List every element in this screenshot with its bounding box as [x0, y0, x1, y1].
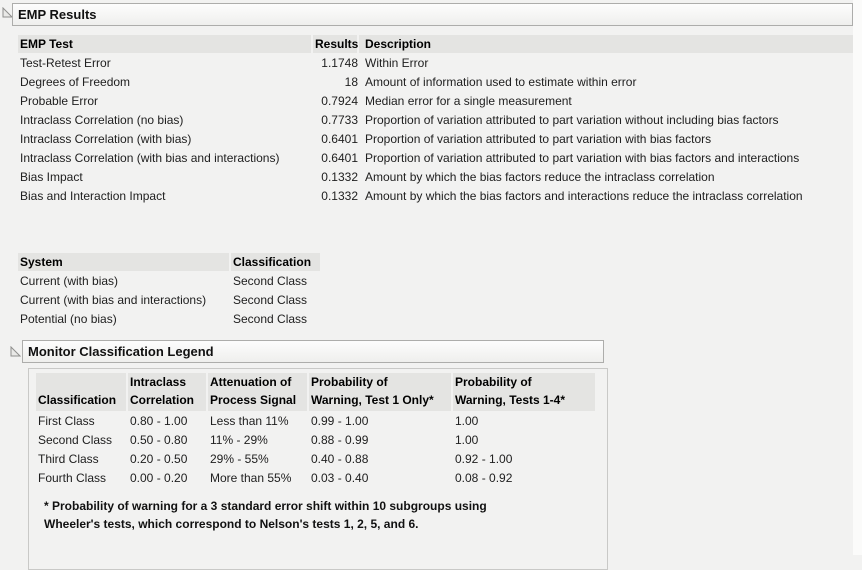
col-header-classification: Classification: [36, 373, 128, 411]
cell-classification: Second Class: [233, 292, 308, 307]
cell-classification: Second Class: [233, 273, 308, 288]
table-row: Current (with bias and interactions) Sec…: [18, 290, 320, 309]
right-gutter: [853, 0, 862, 555]
cell-test: Bias and Interaction Impact: [20, 188, 166, 203]
table-header-row: EMP Test Results Description: [18, 35, 853, 53]
cell-prob-test1: 0.03 - 0.40: [311, 470, 369, 485]
table-row: Bias and Interaction Impact 0.1332 Amoun…: [18, 186, 853, 205]
cell-prob-tests1-4: 0.92 - 1.00: [455, 451, 513, 466]
cell-attenuation: Less than 11%: [210, 413, 289, 428]
cell-classification: Second Class: [38, 432, 113, 447]
cell-classification: Third Class: [38, 451, 99, 466]
cell-test: Intraclass Correlation (no bias): [20, 112, 184, 127]
table-header-row: Classification Intraclass Correlation Att…: [36, 373, 595, 411]
disclosure-triangle-icon[interactable]: [2, 6, 14, 18]
col-header-system: System: [18, 253, 231, 271]
cell-prob-test1: 0.99 - 1.00: [311, 413, 369, 428]
cell-correlation: 0.50 - 0.80: [130, 432, 188, 447]
cell-description: Amount of information used to estimate w…: [365, 74, 637, 89]
cell-prob-tests1-4: 1.00: [455, 432, 479, 447]
cell-description: Proportion of variation attributed to pa…: [365, 131, 712, 146]
table-row: Intraclass Correlation (no bias) 0.7733 …: [18, 110, 853, 129]
col-header-attenuation: Attenuation of Process Signal: [208, 373, 309, 411]
footnote-line-2: Wheeler's tests, which correspond to Nel…: [44, 517, 419, 531]
footnote-line-1: * Probability of warning for a 3 standar…: [44, 499, 487, 513]
table-row: First Class 0.80 - 1.00 Less than 11% 0.…: [36, 411, 595, 430]
cell-result: 0.7733: [321, 112, 358, 127]
cell-prob-tests1-4: 1.00: [455, 413, 479, 428]
cell-attenuation: More than 55%: [210, 470, 292, 485]
cell-prob-test1: 0.88 - 0.99: [311, 432, 369, 447]
cell-result: 0.1332: [321, 188, 358, 203]
table-row: Degrees of Freedom 18 Amount of informat…: [18, 72, 853, 91]
cell-classification: First Class: [38, 413, 95, 428]
table-row: Potential (no bias) Second Class: [18, 309, 320, 328]
cell-classification: Second Class: [233, 311, 308, 326]
cell-system: Potential (no bias): [20, 311, 117, 326]
table-row: Intraclass Correlation (with bias and in…: [18, 148, 853, 167]
col-header-results: Results: [313, 35, 359, 53]
section-title-emp-results: EMP Results: [18, 7, 97, 22]
cell-test: Probable Error: [20, 93, 99, 108]
section-header-monitor-classification-legend[interactable]: Monitor Classification Legend: [22, 340, 604, 363]
cell-test: Bias Impact: [20, 169, 83, 184]
cell-system: Current (with bias): [20, 273, 119, 288]
cell-test: Intraclass Correlation (with bias): [20, 131, 192, 146]
cell-description: Median error for a single measurement: [365, 93, 572, 108]
col-header-intraclass-correlation: Intraclass Correlation: [128, 373, 208, 411]
section-title-legend: Monitor Classification Legend: [28, 344, 214, 359]
system-classification-table: System Classification Current (with bias…: [18, 253, 320, 328]
cell-prob-tests1-4: 0.08 - 0.92: [455, 470, 513, 485]
table-row: Probable Error 0.7924 Median error for a…: [18, 91, 853, 110]
table-row: Current (with bias) Second Class: [18, 271, 320, 290]
cell-description: Amount by which the bias factors and int…: [365, 188, 803, 203]
cell-result: 1.1748: [321, 55, 358, 70]
cell-prob-test1: 0.40 - 0.88: [311, 451, 369, 466]
col-header-emp-test: EMP Test: [18, 35, 313, 53]
cell-test: Intraclass Correlation (with bias and in…: [20, 150, 280, 165]
table-row: Test-Retest Error 1.1748 Within Error: [18, 53, 853, 72]
section-header-emp-results[interactable]: EMP Results: [12, 3, 853, 26]
cell-description: Proportion of variation attributed to pa…: [365, 112, 779, 127]
col-header-prob-warning-tests1-4: Probability of Warning, Tests 1-4*: [453, 373, 595, 411]
cell-result: 18: [344, 74, 358, 89]
cell-attenuation: 29% - 55%: [210, 451, 269, 466]
table-row: Fourth Class 0.00 - 0.20 More than 55% 0…: [36, 468, 595, 487]
emp-test-table: EMP Test Results Description Test-Retest…: [18, 35, 853, 205]
table-header-row: System Classification: [18, 253, 320, 271]
col-header-prob-warning-test1: Probability of Warning, Test 1 Only*: [309, 373, 453, 411]
table-row: Second Class 0.50 - 0.80 11% - 29% 0.88 …: [36, 430, 595, 449]
cell-classification: Fourth Class: [38, 470, 107, 485]
cell-result: 0.1332: [321, 169, 358, 184]
cell-correlation: 0.00 - 0.20: [130, 470, 188, 485]
cell-test: Degrees of Freedom: [20, 74, 131, 89]
col-header-classification: Classification: [231, 253, 320, 271]
table-row: Bias Impact 0.1332 Amount by which the b…: [18, 167, 853, 186]
col-header-description: Description: [359, 35, 853, 53]
legend-footnote: * Probability of warning for a 3 standar…: [44, 497, 584, 533]
cell-test: Test-Retest Error: [20, 55, 111, 70]
disclosure-triangle-icon[interactable]: [10, 345, 22, 357]
cell-system: Current (with bias and interactions): [20, 292, 207, 307]
table-row: Third Class 0.20 - 0.50 29% - 55% 0.40 -…: [36, 449, 595, 468]
table-row: Intraclass Correlation (with bias) 0.640…: [18, 129, 853, 148]
legend-table: Classification Intraclass Correlation Att…: [36, 373, 595, 487]
cell-result: 0.7924: [321, 93, 358, 108]
cell-description: Amount by which the bias factors reduce …: [365, 169, 715, 184]
cell-attenuation: 11% - 29%: [210, 432, 268, 447]
cell-result: 0.6401: [321, 131, 358, 146]
cell-correlation: 0.20 - 0.50: [130, 451, 188, 466]
cell-correlation: 0.80 - 1.00: [130, 413, 188, 428]
cell-description: Proportion of variation attributed to pa…: [365, 150, 800, 165]
cell-result: 0.6401: [321, 150, 358, 165]
cell-description: Within Error: [365, 55, 429, 70]
